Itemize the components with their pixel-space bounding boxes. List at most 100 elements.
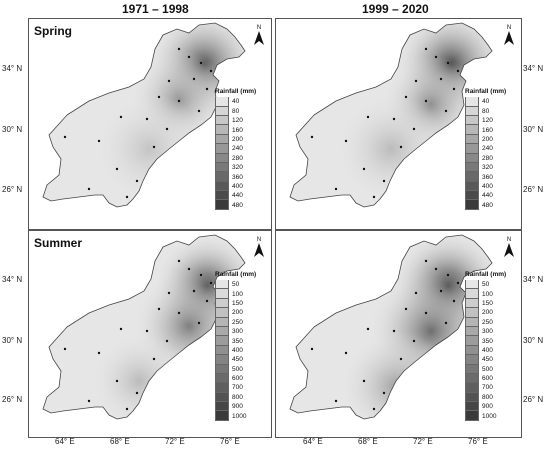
legend-row: 360 (465, 172, 506, 182)
rainfall-legend: Rainfall (mm) 50 100 150 200 250 300 350 400 450 5… (465, 271, 506, 421)
legend-label: 1000 (482, 412, 497, 420)
column-title-left: 1971 – 1998 (122, 2, 189, 16)
legend-label: 50 (232, 281, 240, 289)
station-marker (119, 115, 123, 119)
legend-swatch (465, 144, 479, 154)
legend-label: 320 (232, 164, 243, 172)
pakistan-map (289, 234, 493, 420)
legend-row: 600 (465, 373, 506, 384)
station-marker (197, 321, 201, 325)
legend-title: Rainfall (mm) (215, 271, 257, 278)
station-marker (456, 69, 460, 73)
legend-label: 200 (232, 309, 243, 317)
legend-row: 350 (465, 336, 506, 346)
station-marker (412, 127, 416, 131)
lat-label-30-top-left: 30° N (2, 125, 23, 134)
legend-swatch (465, 392, 479, 403)
legend-label: 300 (232, 328, 243, 336)
legend-row: 100 (215, 289, 256, 299)
legend-row: 480 (465, 200, 506, 210)
legend-row: 200 (215, 134, 256, 145)
legend-swatch (465, 106, 479, 116)
legend-swatch (465, 115, 479, 126)
season-label: Spring (34, 24, 72, 38)
legend-swatch (465, 162, 479, 173)
legend-row: 80 (215, 106, 256, 116)
legend-label: 50 (482, 281, 490, 289)
legend-row: 250 (465, 317, 506, 327)
legend-label: 900 (482, 403, 493, 411)
legend-row: 40 (465, 97, 506, 107)
north-arrow: N (503, 237, 515, 262)
station-marker (452, 87, 456, 91)
station-marker (135, 391, 139, 395)
station-marker (125, 407, 129, 411)
legend-swatch (215, 162, 229, 173)
station-marker (362, 379, 366, 383)
legend-swatch (465, 181, 479, 192)
station-marker (372, 195, 376, 199)
station-marker (446, 273, 450, 277)
legend-label: 80 (232, 107, 240, 115)
legend-label: 400 (232, 182, 243, 190)
station-marker (63, 347, 67, 351)
station-marker (192, 77, 196, 81)
legend-row: 160 (465, 125, 506, 135)
station-marker (439, 77, 443, 81)
station-marker (157, 307, 161, 311)
legend-row: 400 (465, 181, 506, 192)
legend-row: 320 (465, 162, 506, 173)
legend-label: 480 (482, 201, 493, 209)
legend-row: 250 (215, 317, 256, 327)
legend-label: 240 (482, 145, 493, 153)
legend-swatch (215, 411, 229, 421)
legend-swatch (215, 200, 229, 210)
station-marker (115, 379, 119, 383)
legend-label: 440 (232, 192, 243, 200)
legend-swatch (215, 181, 229, 192)
country-border (42, 234, 246, 420)
station-marker (165, 127, 169, 131)
legend-label: 350 (232, 337, 243, 345)
legend-label: 120 (482, 117, 493, 125)
legend-label: 700 (482, 384, 493, 392)
legend-swatch (215, 336, 229, 346)
legend-title: Rainfall (mm) (465, 88, 507, 96)
legend-swatch (465, 355, 479, 365)
legend-row: 280 (215, 153, 256, 163)
legend-row: 1000 (215, 411, 256, 421)
legend-label: 400 (232, 346, 243, 354)
lon-label-72-right: 72° E (413, 437, 433, 446)
legend-swatch (215, 153, 229, 163)
station-marker (197, 109, 201, 113)
legend-title: Rainfall (mm) (465, 271, 507, 278)
legend-label: 480 (232, 201, 243, 209)
lat-label-30-top-right: 30° N (523, 125, 544, 134)
legend-swatch (215, 172, 229, 182)
legend-swatch (465, 280, 479, 290)
legend-row: 150 (215, 298, 256, 309)
station-marker (145, 329, 149, 333)
lat-label-34-bottom-right: 34° N (523, 275, 544, 284)
map-panel-summer-1999-2020: N Rainfall (mm) 50 100 150 200 250 300 350 400 450… (275, 230, 522, 438)
legend-swatch (215, 308, 229, 318)
legend-swatch (215, 134, 229, 145)
legend-row: 480 (215, 200, 256, 210)
station-marker (145, 117, 149, 121)
legend-label: 120 (232, 117, 243, 125)
legend-swatch (215, 191, 229, 201)
legend-row: 200 (465, 134, 506, 145)
legend-row: 600 (215, 373, 256, 384)
station-marker (310, 135, 314, 139)
lat-label-30-bottom-right: 30° N (523, 336, 544, 345)
legend-swatch (215, 106, 229, 116)
legend-swatch (465, 326, 479, 337)
station-marker (167, 291, 171, 295)
legend-row: 1000 (465, 411, 506, 421)
legend-label: 250 (232, 318, 243, 326)
station-marker (456, 281, 460, 285)
station-marker (119, 327, 123, 331)
legend-swatch (465, 336, 479, 346)
legend-label: 40 (232, 98, 240, 106)
north-arrow-label: N (506, 237, 512, 243)
